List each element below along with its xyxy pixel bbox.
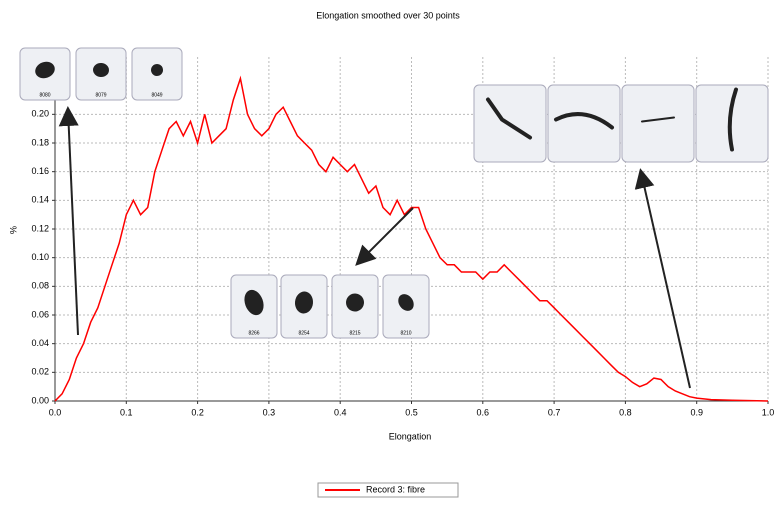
y-tick-label: 0.20 [31, 109, 49, 119]
thumbnail-label: 8080 [39, 92, 50, 98]
y-tick-label: 0.12 [31, 223, 49, 233]
x-tick-label: 1.0 [762, 407, 775, 417]
y-axis-label: % [8, 226, 18, 234]
y-tick-label: 0.04 [31, 338, 49, 348]
chart-title: Elongation smoothed over 30 points [316, 10, 460, 20]
x-tick-label: 0.9 [690, 407, 703, 417]
thumbnail-label: 8215 [349, 330, 360, 336]
thumbnail-label: 8254 [298, 330, 309, 336]
thumbnail-label: 8079 [95, 92, 106, 98]
thumbnail-label: 8049 [151, 92, 162, 98]
y-tick-label: 0.00 [31, 395, 49, 405]
arrow [358, 208, 413, 263]
legend-label: Record 3: fibre [366, 484, 425, 494]
x-tick-label: 0.2 [191, 407, 204, 417]
x-tick-label: 0.1 [120, 407, 133, 417]
x-tick-label: 0.7 [548, 407, 561, 417]
thumbnail-label: 8210 [400, 330, 411, 336]
y-tick-label: 0.10 [31, 252, 49, 262]
x-tick-label: 0.6 [477, 407, 490, 417]
x-tick-label: 0.0 [49, 407, 62, 417]
arrow [68, 110, 78, 335]
thumbnail-label: 8266 [248, 330, 259, 336]
y-tick-label: 0.14 [31, 195, 49, 205]
chart: Elongation smoothed over 30 points Elong… [0, 0, 777, 501]
y-tick-label: 0.16 [31, 166, 49, 176]
arrow [641, 172, 690, 388]
y-tick-label: 0.18 [31, 137, 49, 147]
x-axis-label: Elongation [389, 431, 432, 441]
x-tick-label: 0.3 [263, 407, 276, 417]
y-tick-label: 0.02 [31, 367, 49, 377]
y-tick-label: 0.08 [31, 281, 49, 291]
x-tick-label: 0.8 [619, 407, 632, 417]
thumbnail [622, 85, 694, 162]
y-tick-label: 0.06 [31, 309, 49, 319]
x-tick-label: 0.5 [405, 407, 418, 417]
x-tick-label: 0.4 [334, 407, 347, 417]
